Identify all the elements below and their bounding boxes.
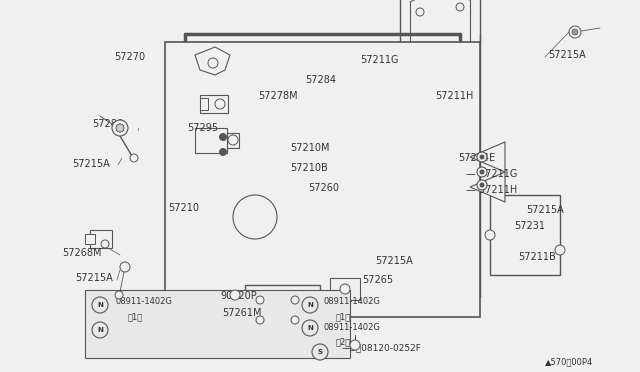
Text: 57284: 57284 xyxy=(305,75,336,85)
Text: 57214E: 57214E xyxy=(458,153,495,163)
Circle shape xyxy=(256,316,264,324)
Text: （1）: （1） xyxy=(128,312,143,321)
Text: N: N xyxy=(307,325,313,331)
Bar xyxy=(85,234,95,244)
Circle shape xyxy=(112,120,128,136)
Circle shape xyxy=(480,170,484,174)
Circle shape xyxy=(233,195,277,239)
Circle shape xyxy=(456,3,464,11)
Text: 57215A: 57215A xyxy=(526,205,564,215)
Bar xyxy=(245,285,320,335)
Text: 57260: 57260 xyxy=(308,183,339,193)
Text: ▲570　00P4: ▲570 00P4 xyxy=(545,357,593,366)
Bar xyxy=(90,230,112,248)
Circle shape xyxy=(477,180,487,190)
Bar xyxy=(200,98,208,110)
Circle shape xyxy=(256,296,264,304)
Circle shape xyxy=(302,297,318,313)
Text: 90820P: 90820P xyxy=(220,291,257,301)
Bar xyxy=(195,128,227,153)
Bar xyxy=(227,133,239,148)
Text: N: N xyxy=(307,302,313,308)
Text: N: N xyxy=(97,302,103,308)
Polygon shape xyxy=(470,172,505,202)
Bar xyxy=(490,195,560,275)
Bar xyxy=(200,95,228,113)
Text: 57265: 57265 xyxy=(362,275,393,285)
Polygon shape xyxy=(470,142,505,172)
Circle shape xyxy=(569,26,581,38)
Circle shape xyxy=(291,296,299,304)
Text: 57295: 57295 xyxy=(187,123,218,133)
Text: N: N xyxy=(97,327,103,333)
Circle shape xyxy=(92,322,108,338)
Circle shape xyxy=(116,124,124,132)
Text: 57210B: 57210B xyxy=(290,163,328,173)
Text: 57231: 57231 xyxy=(514,221,545,231)
Text: 57270: 57270 xyxy=(114,52,145,62)
Bar xyxy=(165,42,480,317)
Text: 08911-1402G: 08911-1402G xyxy=(323,298,380,307)
Text: 57278M: 57278M xyxy=(258,91,298,101)
Text: 57215A: 57215A xyxy=(375,256,413,266)
Text: —S　08120-0252F: —S 08120-0252F xyxy=(342,343,422,353)
Circle shape xyxy=(220,134,227,141)
Text: 57215A: 57215A xyxy=(75,273,113,283)
Circle shape xyxy=(228,135,238,145)
Text: 57210M: 57210M xyxy=(290,143,330,153)
Circle shape xyxy=(340,284,350,294)
Circle shape xyxy=(92,297,108,313)
Circle shape xyxy=(312,344,328,360)
Text: 57261M: 57261M xyxy=(222,308,262,318)
Circle shape xyxy=(101,240,109,248)
Text: 08911-1402G: 08911-1402G xyxy=(323,324,380,333)
Circle shape xyxy=(477,152,487,162)
Circle shape xyxy=(480,183,484,187)
Bar xyxy=(85,290,350,358)
Text: （2）: （2） xyxy=(336,337,351,346)
Text: 57286: 57286 xyxy=(92,119,123,129)
Circle shape xyxy=(130,154,138,162)
Text: 57210: 57210 xyxy=(168,203,199,213)
Text: 57268M: 57268M xyxy=(62,248,102,258)
Circle shape xyxy=(350,340,360,350)
Circle shape xyxy=(230,290,240,300)
Text: — 57211H: — 57211H xyxy=(466,185,517,195)
Text: （1）: （1） xyxy=(336,312,351,321)
Text: 57211H: 57211H xyxy=(435,91,474,101)
Circle shape xyxy=(416,8,424,16)
Circle shape xyxy=(120,262,130,272)
Circle shape xyxy=(485,230,495,240)
Circle shape xyxy=(480,155,484,159)
Bar xyxy=(330,278,360,300)
Circle shape xyxy=(572,29,578,35)
Circle shape xyxy=(208,58,218,68)
Circle shape xyxy=(215,99,225,109)
Text: 57211G: 57211G xyxy=(360,55,399,65)
Text: — 57211G: — 57211G xyxy=(466,169,517,179)
Text: 08911-1402G: 08911-1402G xyxy=(115,298,172,307)
Text: 57215A: 57215A xyxy=(548,50,586,60)
Polygon shape xyxy=(195,47,230,75)
Circle shape xyxy=(291,316,299,324)
Circle shape xyxy=(555,245,565,255)
Text: S: S xyxy=(317,349,323,355)
Circle shape xyxy=(115,291,123,299)
Circle shape xyxy=(477,167,487,177)
Circle shape xyxy=(302,320,318,336)
Text: 57211B: 57211B xyxy=(518,252,556,262)
Text: 57215A: 57215A xyxy=(72,159,109,169)
Circle shape xyxy=(220,148,227,155)
